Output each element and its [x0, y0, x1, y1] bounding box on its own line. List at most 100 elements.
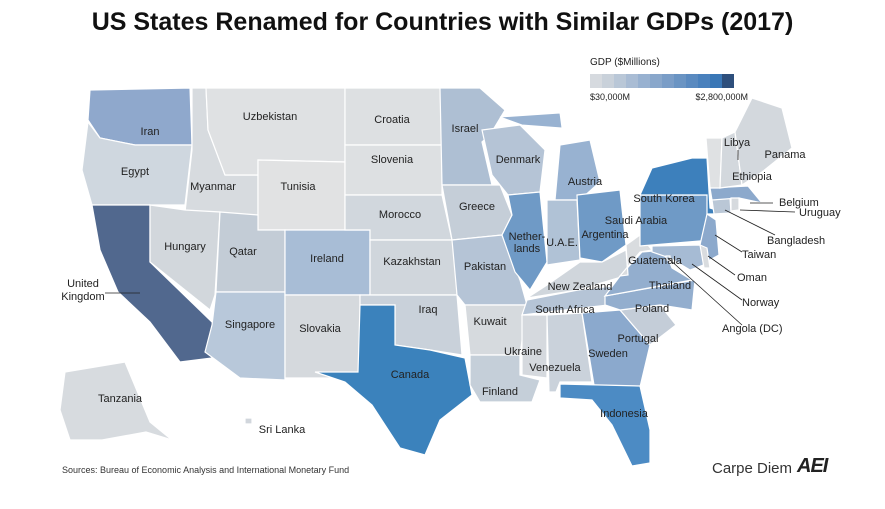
state-label: South Korea: [633, 193, 695, 205]
leader-line: [667, 257, 743, 326]
legend-swatch: [626, 74, 638, 88]
state-label: Morocco: [379, 209, 421, 221]
state-label: Angola (DC): [722, 323, 783, 335]
state-label: Croatia: [374, 114, 410, 126]
state-label: Panama: [765, 149, 807, 161]
leader-line: [707, 255, 736, 276]
state-label: Uzbekistan: [243, 111, 297, 123]
map-title: US States Renamed for Countries with Sim…: [91, 8, 794, 36]
state-label-line: Nether-: [509, 231, 546, 243]
leader-line: [714, 234, 743, 253]
leader-line: [724, 209, 776, 236]
legend-swatch: [590, 74, 602, 88]
state-label: Qatar: [229, 246, 257, 258]
state-az: [204, 291, 286, 381]
state-label: Indonesia: [600, 408, 649, 420]
state-ky: [526, 249, 629, 299]
legend: GDP ($Millions) $30,000M $2,800,000M: [590, 57, 748, 102]
state-label: Ukraine: [504, 346, 542, 358]
state-me: [734, 97, 793, 187]
brand-name: Carpe Diem: [712, 460, 793, 477]
state-nv: [149, 204, 221, 312]
state-label: U.A.E.: [546, 237, 578, 249]
legend-swatch: [602, 74, 614, 88]
state-label: Bangladesh: [767, 235, 825, 247]
state-ak: [59, 361, 173, 441]
legend-swatch: [650, 74, 662, 88]
legend-swatch: [698, 74, 710, 88]
state-tx: [314, 304, 473, 456]
aei-logo: AEI: [797, 455, 828, 477]
legend-min-label: $30,000M: [590, 92, 631, 102]
leader-line: [691, 263, 743, 301]
state-label-line: lands: [514, 243, 541, 255]
state-label: Ethiopia: [732, 171, 773, 183]
state-label: Venezuela: [529, 362, 581, 374]
state-label: Belgium: [779, 197, 819, 209]
state-nm: [284, 294, 361, 379]
state-label: Guatemala: [628, 255, 683, 267]
state-in: [546, 199, 581, 266]
state-label: Ireland: [310, 253, 344, 265]
state-hi: [244, 417, 253, 425]
state-label: Taiwan: [742, 249, 776, 261]
state-la: [469, 354, 541, 403]
state-label: Portugal: [618, 333, 659, 345]
state-label: Iraq: [419, 304, 438, 316]
state-de: [699, 244, 711, 269]
legend-swatch: [638, 74, 650, 88]
legend-title: GDP ($Millions): [590, 57, 660, 68]
state-label: Greece: [459, 201, 495, 213]
state-label: Norway: [742, 297, 780, 309]
state-label: Oman: [737, 272, 767, 284]
state-label: Iran: [141, 126, 160, 138]
state-ny: [639, 157, 731, 215]
state-label: Singapore: [225, 319, 275, 331]
state-nc: [604, 279, 696, 311]
legend-swatch: [662, 74, 674, 88]
state-label: Myanmar: [190, 181, 236, 193]
state-label: Hungary: [164, 241, 206, 253]
source-note: Sources: Bureau of Economic Analysis and…: [62, 465, 350, 475]
state-label: Slovenia: [371, 154, 414, 166]
state-ma: [709, 185, 764, 204]
state-label: South Africa: [535, 304, 595, 316]
state-ga: [581, 309, 651, 388]
legend-swatch: [710, 74, 722, 88]
state-label: Israel: [452, 123, 479, 135]
state-sd: [344, 144, 443, 196]
state-label: Austria: [568, 176, 603, 188]
state-label: Canada: [391, 369, 430, 381]
legend-color-scale: [590, 74, 748, 88]
state-label: Kazakhstan: [383, 256, 440, 268]
state-label: Saudi Arabia: [605, 215, 668, 227]
legend-swatch: [722, 74, 734, 88]
state-wy: [257, 159, 346, 231]
state-label: Denmark: [496, 154, 541, 166]
state-label: Tanzania: [98, 393, 143, 405]
state-label-line: Kingdom: [61, 291, 104, 303]
state-label-line: United: [67, 278, 99, 290]
state-label: Argentina: [581, 229, 629, 241]
state-label: Sri Lanka: [259, 424, 306, 436]
state-label: Tunisia: [280, 181, 316, 193]
state-label: Uruguay: [799, 207, 841, 219]
state-fl: [559, 383, 651, 467]
state-ri: [730, 197, 740, 212]
state-label: Libya: [724, 137, 751, 149]
state-mi-upper: [499, 112, 563, 129]
legend-swatch: [674, 74, 686, 88]
state-ms: [521, 314, 548, 379]
legend-swatch: [614, 74, 626, 88]
leader-line: [739, 209, 796, 213]
state-label: Kuwait: [473, 316, 506, 328]
state-label: Pakistan: [464, 261, 506, 273]
state-label: New Zealand: [548, 281, 613, 293]
state-oh: [576, 189, 627, 263]
state-label: Thailand: [649, 280, 691, 292]
state-label: Egypt: [121, 166, 149, 178]
legend-swatch: [686, 74, 698, 88]
state-il: [501, 191, 548, 292]
state-label: Poland: [635, 303, 669, 315]
